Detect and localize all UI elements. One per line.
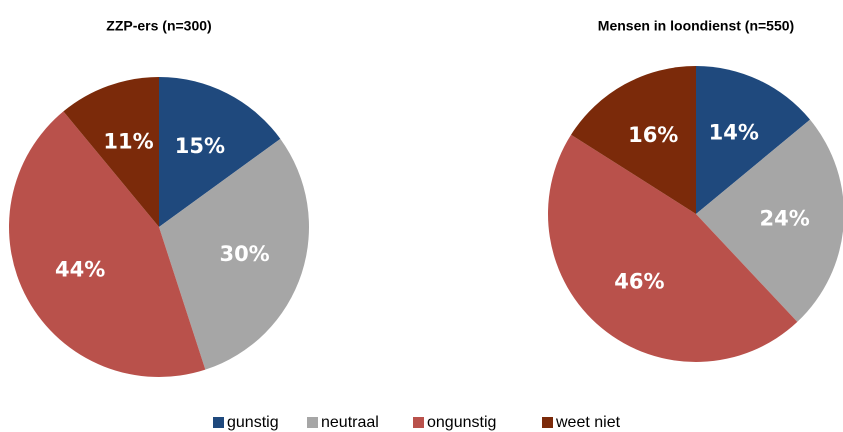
chart-title: ZZP-ers (n=300) <box>106 18 211 34</box>
pie-slice <box>159 77 281 227</box>
legend-swatch <box>413 417 424 428</box>
value-label: 14% <box>709 121 759 145</box>
legend-swatch <box>542 417 553 428</box>
legend-label: weet niet <box>555 414 621 431</box>
legend-label: neutraal <box>321 414 379 431</box>
legend-label: ongunstig <box>427 414 496 431</box>
value-label: 11% <box>103 129 153 153</box>
value-label: 24% <box>759 207 809 231</box>
pie-slice <box>571 66 696 214</box>
value-label: 46% <box>614 269 664 293</box>
value-label: 16% <box>628 123 678 147</box>
legend-label: gunstig <box>227 414 279 431</box>
pie-slice <box>159 138 309 370</box>
pie-slice <box>9 111 206 378</box>
pie-slice <box>548 134 798 362</box>
pie-slice <box>696 119 843 322</box>
legend-swatch <box>213 417 224 428</box>
legend-swatch <box>307 417 318 428</box>
value-label: 30% <box>219 242 269 266</box>
value-label: 44% <box>55 257 105 281</box>
pie-slice <box>63 77 160 227</box>
pie-slice <box>696 66 811 214</box>
value-label: 15% <box>175 134 225 158</box>
chart-title: Mensen in loondienst (n=550) <box>598 18 794 34</box>
